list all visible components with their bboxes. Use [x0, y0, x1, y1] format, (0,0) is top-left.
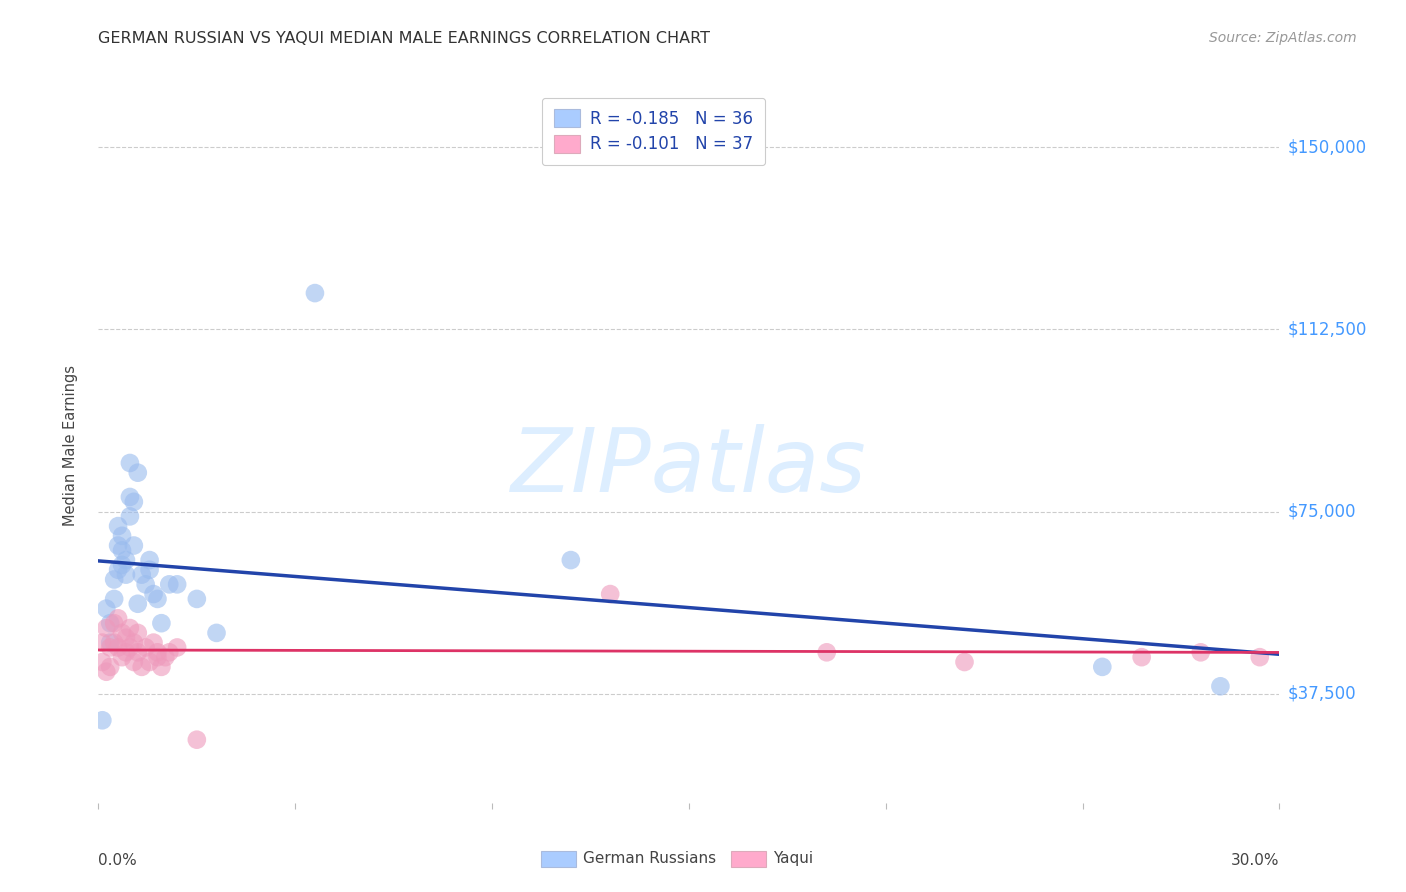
Point — [127, 597, 149, 611]
Point — [111, 650, 134, 665]
Point — [157, 577, 180, 591]
Point — [111, 558, 134, 572]
Point — [146, 645, 169, 659]
Point — [138, 553, 160, 567]
Point — [953, 655, 976, 669]
Point — [96, 665, 118, 679]
Text: $150,000: $150,000 — [1288, 138, 1367, 156]
Text: German Russians: German Russians — [583, 852, 717, 866]
Point — [599, 587, 621, 601]
Point — [118, 640, 141, 655]
Point — [166, 640, 188, 655]
Point — [111, 529, 134, 543]
Point — [118, 490, 141, 504]
Point — [107, 611, 129, 625]
Point — [146, 591, 169, 606]
Point — [186, 591, 208, 606]
Point — [304, 286, 326, 301]
Point — [1249, 650, 1271, 665]
Text: $112,500: $112,500 — [1288, 320, 1367, 338]
Point — [146, 650, 169, 665]
Point — [115, 631, 138, 645]
Point — [1130, 650, 1153, 665]
Point — [1091, 660, 1114, 674]
Point — [131, 567, 153, 582]
Point — [115, 553, 138, 567]
Point — [127, 466, 149, 480]
Point — [107, 519, 129, 533]
Point — [166, 577, 188, 591]
Point — [135, 577, 157, 591]
Point — [107, 563, 129, 577]
Text: Yaqui: Yaqui — [773, 852, 814, 866]
Point — [111, 626, 134, 640]
Point — [115, 645, 138, 659]
Text: GERMAN RUSSIAN VS YAQUI MEDIAN MALE EARNINGS CORRELATION CHART: GERMAN RUSSIAN VS YAQUI MEDIAN MALE EARN… — [98, 31, 710, 46]
Point — [186, 732, 208, 747]
Point — [122, 655, 145, 669]
Point — [118, 509, 141, 524]
Point — [157, 645, 180, 659]
Point — [103, 573, 125, 587]
Point — [98, 616, 121, 631]
Legend: R = -0.185   N = 36, R = -0.101   N = 37: R = -0.185 N = 36, R = -0.101 N = 37 — [541, 97, 765, 165]
Point — [107, 539, 129, 553]
Point — [96, 601, 118, 615]
Point — [150, 616, 173, 631]
Point — [127, 626, 149, 640]
Point — [103, 635, 125, 649]
Point — [91, 635, 114, 649]
Point — [103, 591, 125, 606]
Point — [122, 635, 145, 649]
Point — [91, 713, 114, 727]
Point — [107, 640, 129, 655]
Point — [138, 563, 160, 577]
Point — [150, 660, 173, 674]
Point — [155, 650, 177, 665]
Point — [111, 543, 134, 558]
Point — [138, 655, 160, 669]
Point — [91, 655, 114, 669]
Text: Source: ZipAtlas.com: Source: ZipAtlas.com — [1209, 31, 1357, 45]
Point — [142, 635, 165, 649]
Point — [560, 553, 582, 567]
Point — [1189, 645, 1212, 659]
Point — [122, 495, 145, 509]
Point — [118, 621, 141, 635]
Point — [135, 640, 157, 655]
Point — [98, 660, 121, 674]
Y-axis label: Median Male Earnings: Median Male Earnings — [63, 366, 77, 526]
Point — [122, 539, 145, 553]
Point — [103, 616, 125, 631]
Text: $37,500: $37,500 — [1288, 684, 1357, 703]
Point — [98, 635, 121, 649]
Point — [131, 660, 153, 674]
Point — [142, 587, 165, 601]
Text: 0.0%: 0.0% — [98, 853, 138, 868]
Point — [115, 567, 138, 582]
Point — [127, 645, 149, 659]
Point — [98, 640, 121, 655]
Text: 30.0%: 30.0% — [1232, 853, 1279, 868]
Point — [1209, 679, 1232, 693]
Text: $75,000: $75,000 — [1288, 502, 1357, 521]
Point — [205, 626, 228, 640]
Text: ZIPatlas: ZIPatlas — [512, 425, 866, 510]
Point — [118, 456, 141, 470]
Point — [96, 621, 118, 635]
Point — [815, 645, 838, 659]
